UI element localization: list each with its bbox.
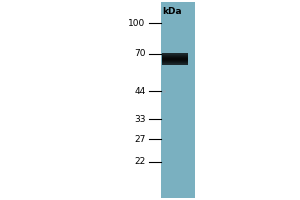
Text: kDa: kDa: [162, 6, 182, 16]
Bar: [162, 53, 188, 54]
Bar: [162, 62, 188, 63]
Bar: [162, 63, 188, 64]
Text: 44: 44: [134, 86, 146, 96]
Bar: [162, 61, 188, 62]
Bar: [162, 60, 188, 61]
Text: 33: 33: [134, 114, 146, 123]
Bar: [162, 54, 188, 55]
Bar: [162, 59, 188, 60]
Bar: [162, 58, 188, 59]
Bar: [162, 64, 188, 65]
Bar: [162, 57, 188, 58]
Bar: [160, 2, 195, 198]
Text: 70: 70: [134, 49, 146, 58]
Bar: [162, 55, 188, 56]
Text: 27: 27: [134, 134, 146, 144]
Bar: [162, 56, 188, 57]
Text: 100: 100: [128, 19, 146, 27]
Text: 22: 22: [134, 158, 146, 166]
